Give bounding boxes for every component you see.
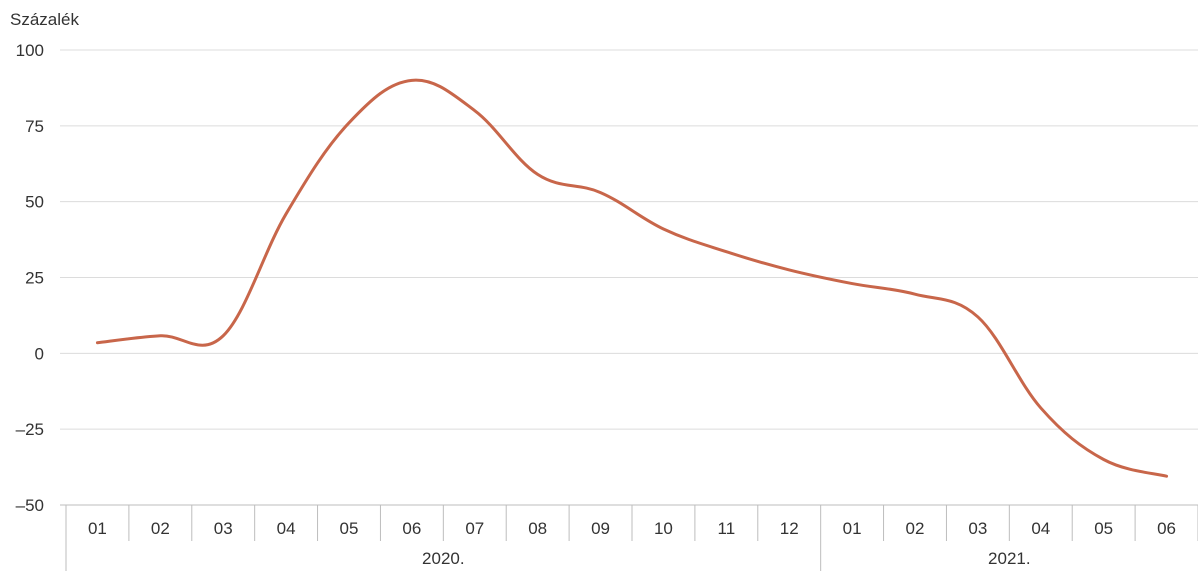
x-tick-label: 01 [88,519,107,538]
y-tick-label: –50 [16,496,44,515]
x-tick-label: 09 [591,519,610,538]
y-axis-ticks: 100 75 50 25 0 –25 –50 [16,41,44,515]
gridlines [60,49,1198,430]
y-tick-label: 25 [25,269,44,288]
x-tick-label: 06 [402,519,421,538]
x-tick-label: 02 [151,519,170,538]
x-tick-label: 03 [214,519,233,538]
x-tick-label: 01 [843,519,862,538]
series-lines [95,78,1169,478]
x-tick-label: 04 [277,519,296,538]
y-tick-label: 0 [35,344,44,363]
y-tick-label: –25 [16,420,44,439]
x-tick-label: 05 [340,519,359,538]
y-tick-label: 50 [25,193,44,212]
y-tick-label: 75 [25,117,44,136]
x-tick-label: 07 [465,519,484,538]
x-tick-label: 10 [654,519,673,538]
series-line [95,78,1169,478]
x-group-label: 2021. [988,549,1031,568]
x-tick-label: 04 [1031,519,1050,538]
y-axis-label: Százalék [10,10,79,29]
y-tick-label: 100 [16,41,44,60]
x-tick-label: 11 [718,519,736,538]
x-tick-label: 05 [1094,519,1113,538]
x-group-label: 2020. [422,549,465,568]
x-tick-label: 03 [968,519,987,538]
x-tick-label: 08 [528,519,547,538]
x-axis: 01 02 03 04 05 06 07 08 09 10 11 12 01 02 03 04 05 062020… [60,504,1198,571]
x-tick-label: 02 [906,519,925,538]
x-tick-label: 12 [780,519,799,538]
x-tick-label: 06 [1157,519,1176,538]
